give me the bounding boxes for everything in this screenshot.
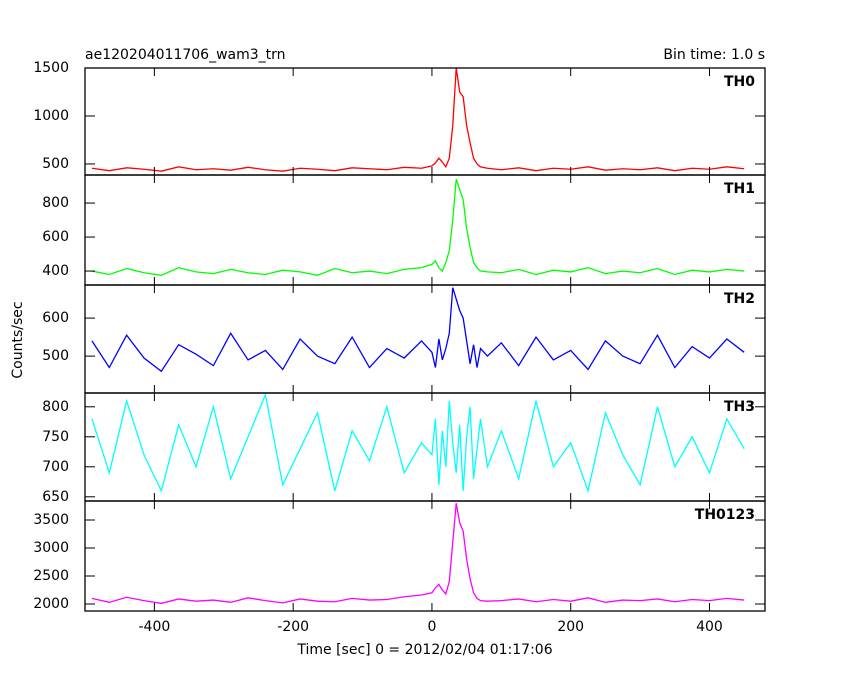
y-tick-label: 800 [42, 399, 69, 415]
x-tick-label: 0 [427, 619, 436, 635]
y-tick-label: 600 [42, 229, 69, 245]
x-tick-label: 400 [696, 619, 723, 635]
panel-frame [84, 500, 766, 612]
y-tick-label: 1000 [33, 108, 69, 124]
series-label: TH1 [724, 181, 755, 197]
y-tick-label: 650 [42, 489, 69, 505]
y-tick-label: 500 [42, 156, 69, 172]
y-tick-label: 1500 [33, 60, 69, 76]
y-tick-label: 3000 [33, 540, 69, 556]
y-tick-label: 2000 [33, 596, 69, 612]
light-curve [91, 67, 745, 172]
y-axis-label: Counts/sec [10, 301, 26, 378]
x-tick-label: -200 [277, 619, 309, 635]
light-curve [91, 179, 745, 276]
y-tick-label: 3500 [33, 512, 69, 528]
y-tick-label: 800 [42, 195, 69, 211]
x-tick-label: 200 [557, 619, 584, 635]
light-curve [91, 503, 745, 605]
series-label: TH3 [724, 399, 755, 415]
y-tick-label: 2500 [33, 568, 69, 584]
y-tick-label: 750 [42, 429, 69, 445]
bin-time: Bin time: 1.0 s [663, 47, 765, 63]
y-tick-label: 500 [42, 348, 69, 364]
y-tick-label: 600 [42, 310, 69, 326]
x-axis-label: Time [sec] 0 = 2012/02/04 01:17:06 [296, 642, 552, 658]
chart-title: ae120204011706_wam3_trn [85, 47, 286, 63]
series-label: TH2 [724, 291, 755, 307]
y-tick-label: 400 [42, 263, 69, 279]
x-tick-label: -400 [138, 619, 170, 635]
series-label: TH0123 [695, 507, 755, 523]
y-tick-label: 700 [42, 459, 69, 475]
light-curve [91, 392, 745, 494]
series-label: TH0 [724, 74, 755, 90]
light-curve [91, 287, 745, 373]
